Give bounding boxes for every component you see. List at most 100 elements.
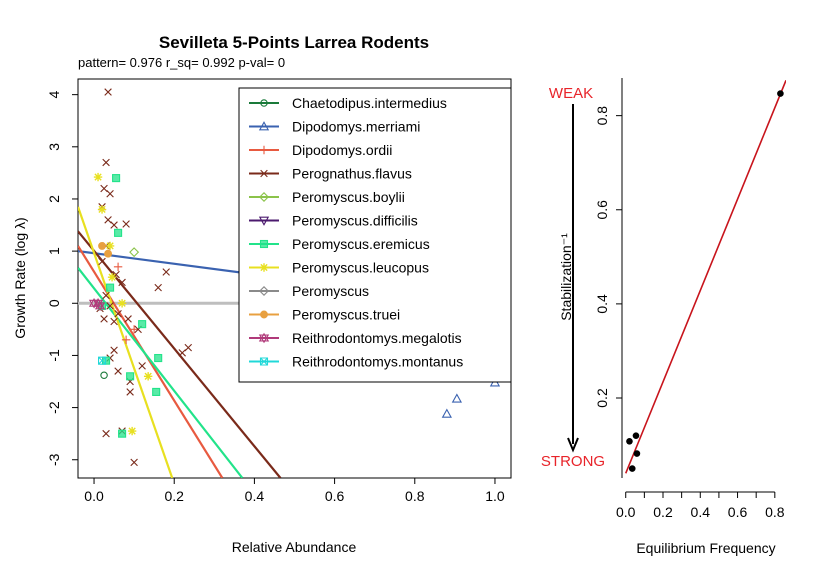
x-tick-label: 0.8 bbox=[765, 504, 785, 520]
legend-label: Peromyscus.boylii bbox=[292, 189, 405, 205]
x-tick-label: 1.0 bbox=[485, 488, 505, 504]
data-point bbox=[184, 343, 193, 352]
data-point bbox=[114, 309, 122, 318]
data-point bbox=[104, 249, 113, 258]
data-point bbox=[106, 283, 115, 292]
data-point bbox=[114, 367, 122, 375]
x-tick-label: 0.4 bbox=[245, 488, 265, 504]
y-tick-label: -1 bbox=[46, 349, 62, 362]
legend-marker bbox=[259, 192, 269, 202]
strong-label: STRONG bbox=[541, 453, 605, 470]
legend-marker bbox=[259, 286, 269, 296]
data-point bbox=[124, 315, 132, 323]
fit-line-3 bbox=[78, 230, 282, 478]
data-point bbox=[102, 429, 110, 438]
y-axis-label: Stabilization⁻¹ bbox=[558, 233, 574, 321]
data-point bbox=[112, 174, 121, 183]
data-point bbox=[152, 387, 161, 396]
legend-label: Reithrodontomys.megalotis bbox=[292, 330, 462, 346]
fit-line bbox=[624, 80, 786, 474]
fit-line-2 bbox=[78, 245, 224, 478]
data-point bbox=[104, 88, 112, 96]
y-tick-label: 3 bbox=[46, 143, 62, 151]
y-tick-label: 0.2 bbox=[594, 388, 610, 408]
legend-label: Perognathus.flavus bbox=[292, 166, 412, 182]
legend-marker bbox=[258, 121, 270, 131]
y-tick-label: 0.4 bbox=[594, 294, 610, 314]
fit-line-7 bbox=[78, 206, 174, 478]
data-point bbox=[98, 241, 107, 250]
data-point bbox=[94, 300, 106, 312]
data-point bbox=[126, 372, 135, 381]
data-point bbox=[106, 189, 114, 198]
x-tick-label: 0.6 bbox=[728, 504, 748, 520]
legend-marker bbox=[259, 239, 269, 249]
data-point bbox=[113, 262, 123, 271]
legend-label: Dipodomys.merriami bbox=[292, 119, 420, 135]
y-tick-label: -2 bbox=[46, 401, 62, 414]
data-point bbox=[106, 302, 114, 310]
x-tick-label: 0.6 bbox=[325, 488, 345, 504]
data-point bbox=[628, 465, 636, 472]
x-tick-label: 0.2 bbox=[653, 504, 673, 520]
data-point bbox=[107, 272, 117, 282]
data-point bbox=[129, 325, 139, 334]
x-tick-label: 0.8 bbox=[405, 488, 425, 504]
data-point bbox=[110, 317, 118, 326]
legend-marker bbox=[259, 357, 269, 366]
legend-label: Peromyscus.difficilis bbox=[292, 213, 418, 229]
legend-label: Reithrodontomys.montanus bbox=[292, 354, 463, 370]
data-point bbox=[98, 356, 107, 365]
data-point bbox=[100, 315, 108, 323]
stabilization-plot: 0.0 0.2 0.4 0.6 0.8 0.2 0.4 0.6 0.8 Equilibrium F… bbox=[541, 78, 786, 556]
data-point bbox=[93, 172, 103, 182]
data-point bbox=[117, 299, 127, 308]
legend-label: Peromyscus.truei bbox=[292, 307, 400, 323]
data-point bbox=[105, 241, 115, 251]
data-point bbox=[104, 216, 112, 224]
data-point bbox=[114, 228, 123, 237]
growth-rate-plot: 0.0 0.2 0.4 0.6 0.8 1.0 -3 -2 -1 0 1 2 3 4 Sevilleta 5… bbox=[12, 33, 512, 555]
data-point bbox=[100, 184, 108, 193]
legend-label: Peromyscus bbox=[292, 283, 369, 299]
data-point bbox=[451, 393, 463, 403]
legend-marker bbox=[258, 332, 270, 344]
data-point bbox=[178, 349, 186, 357]
data-point bbox=[118, 429, 127, 438]
weak-label: WEAK bbox=[549, 85, 593, 102]
plot-area bbox=[78, 88, 511, 478]
data-point bbox=[102, 291, 110, 300]
data-point bbox=[632, 432, 640, 439]
data-point bbox=[100, 371, 108, 380]
data-point bbox=[626, 437, 633, 445]
data-point bbox=[127, 426, 137, 436]
legend-marker bbox=[260, 99, 268, 107]
data-point bbox=[154, 353, 163, 363]
x-axis-label: Relative Abundance bbox=[232, 539, 357, 555]
x-tick-label: 0.4 bbox=[691, 504, 711, 520]
legend-label: Peromyscus.eremicus bbox=[292, 236, 430, 252]
legend: Chaetodipus.intermedius Dipodomys.merriam… bbox=[238, 87, 512, 383]
data-point bbox=[110, 221, 118, 229]
data-point bbox=[129, 247, 140, 258]
y-axis-label: Growth Rate (log λ) bbox=[12, 217, 28, 338]
data-point bbox=[97, 205, 107, 214]
x-tick-label: 0.0 bbox=[616, 504, 636, 520]
data-point bbox=[143, 372, 153, 381]
data-point bbox=[777, 90, 784, 97]
data-point bbox=[126, 388, 134, 396]
legend-label: Peromyscus.leucopus bbox=[292, 260, 429, 276]
legend-marker bbox=[260, 310, 268, 319]
legend-marker bbox=[259, 145, 269, 155]
data-point bbox=[110, 346, 118, 354]
chart-title: Sevilleta 5-Points Larrea Rodents bbox=[159, 33, 429, 52]
chart-subtitle: pattern= 0.976 r_sq= 0.992 p-val= 0 bbox=[78, 55, 285, 70]
data-point bbox=[122, 220, 130, 228]
x-tick-label: 0.2 bbox=[164, 488, 184, 504]
y-tick-label: -3 bbox=[46, 453, 62, 466]
y-tick-label: 1 bbox=[46, 247, 62, 255]
data-point bbox=[98, 257, 106, 266]
legend-marker bbox=[259, 263, 269, 272]
data-point bbox=[633, 450, 641, 457]
